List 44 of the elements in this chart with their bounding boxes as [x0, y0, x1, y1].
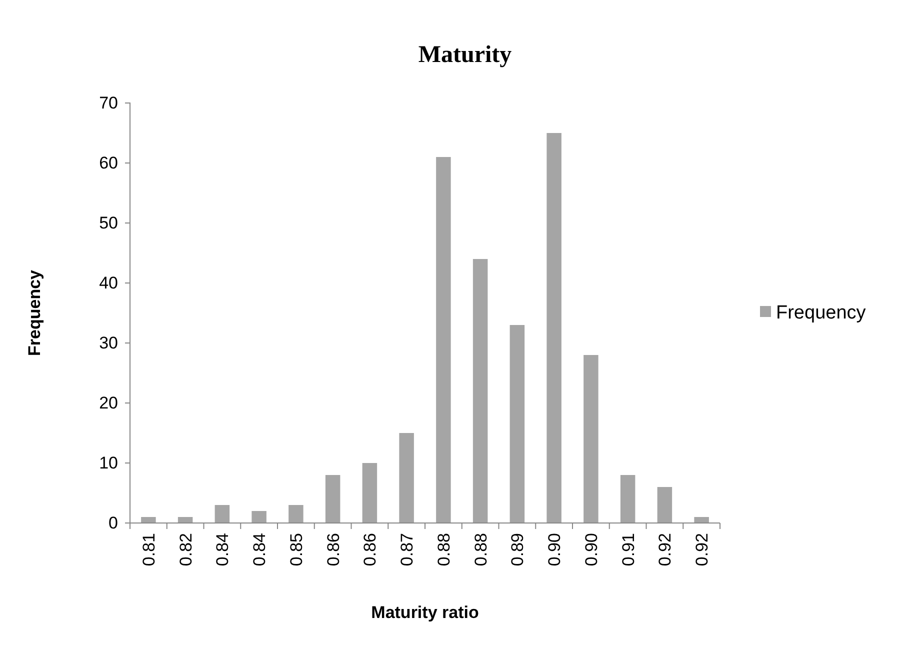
- bar: [325, 475, 340, 523]
- bar: [288, 505, 304, 523]
- x-tick-label: 0.87: [398, 533, 417, 566]
- bar: [472, 259, 488, 523]
- x-tick-label: 0.85: [286, 533, 306, 566]
- x-tick-label: 0.91: [618, 533, 638, 566]
- bar: [584, 355, 598, 523]
- bar: [399, 433, 414, 523]
- x-tick-label: 0.90: [582, 533, 601, 566]
- x-tick-label: 0.86: [324, 533, 343, 566]
- x-tick-label: 0.92: [692, 533, 712, 566]
- x-tick-label: 0.84: [213, 533, 232, 566]
- bar: [436, 157, 451, 523]
- x-tick-label: 0.88: [434, 533, 454, 566]
- bar: [214, 505, 230, 523]
- y-tick-label: 0: [108, 513, 118, 532]
- y-tick-label: 50: [99, 213, 118, 232]
- y-tick-label: 40: [99, 273, 118, 292]
- x-tick-label: 0.81: [139, 533, 158, 566]
- x-tick-label: 0.92: [656, 533, 675, 566]
- y-tick-label: 10: [99, 453, 118, 472]
- bar: [620, 475, 636, 523]
- x-tick-label: 0.84: [250, 533, 270, 566]
- y-tick-label: 70: [99, 93, 118, 112]
- bar: [510, 325, 525, 523]
- x-tick-label: 0.89: [508, 533, 528, 566]
- bar: [657, 487, 672, 523]
- x-tick-label: 0.86: [360, 533, 380, 566]
- x-tick-label: 0.82: [176, 533, 196, 566]
- legend-label: Frequency: [776, 302, 866, 324]
- x-tick-label: 0.88: [471, 533, 490, 566]
- chart-title: Maturity: [418, 42, 512, 68]
- y-tick-label: 20: [99, 393, 118, 412]
- bar: [694, 517, 709, 523]
- y-tick-label: 60: [99, 153, 118, 172]
- bar: [546, 133, 562, 523]
- bar: [252, 511, 266, 523]
- y-axis-title: Frequency: [25, 269, 44, 356]
- bar: [178, 517, 193, 523]
- bar: [362, 463, 378, 523]
- y-tick-label: 30: [99, 333, 118, 352]
- x-tick-label: 0.90: [545, 533, 564, 566]
- x-axis-title: Maturity ratio: [371, 603, 479, 622]
- bar: [141, 517, 156, 523]
